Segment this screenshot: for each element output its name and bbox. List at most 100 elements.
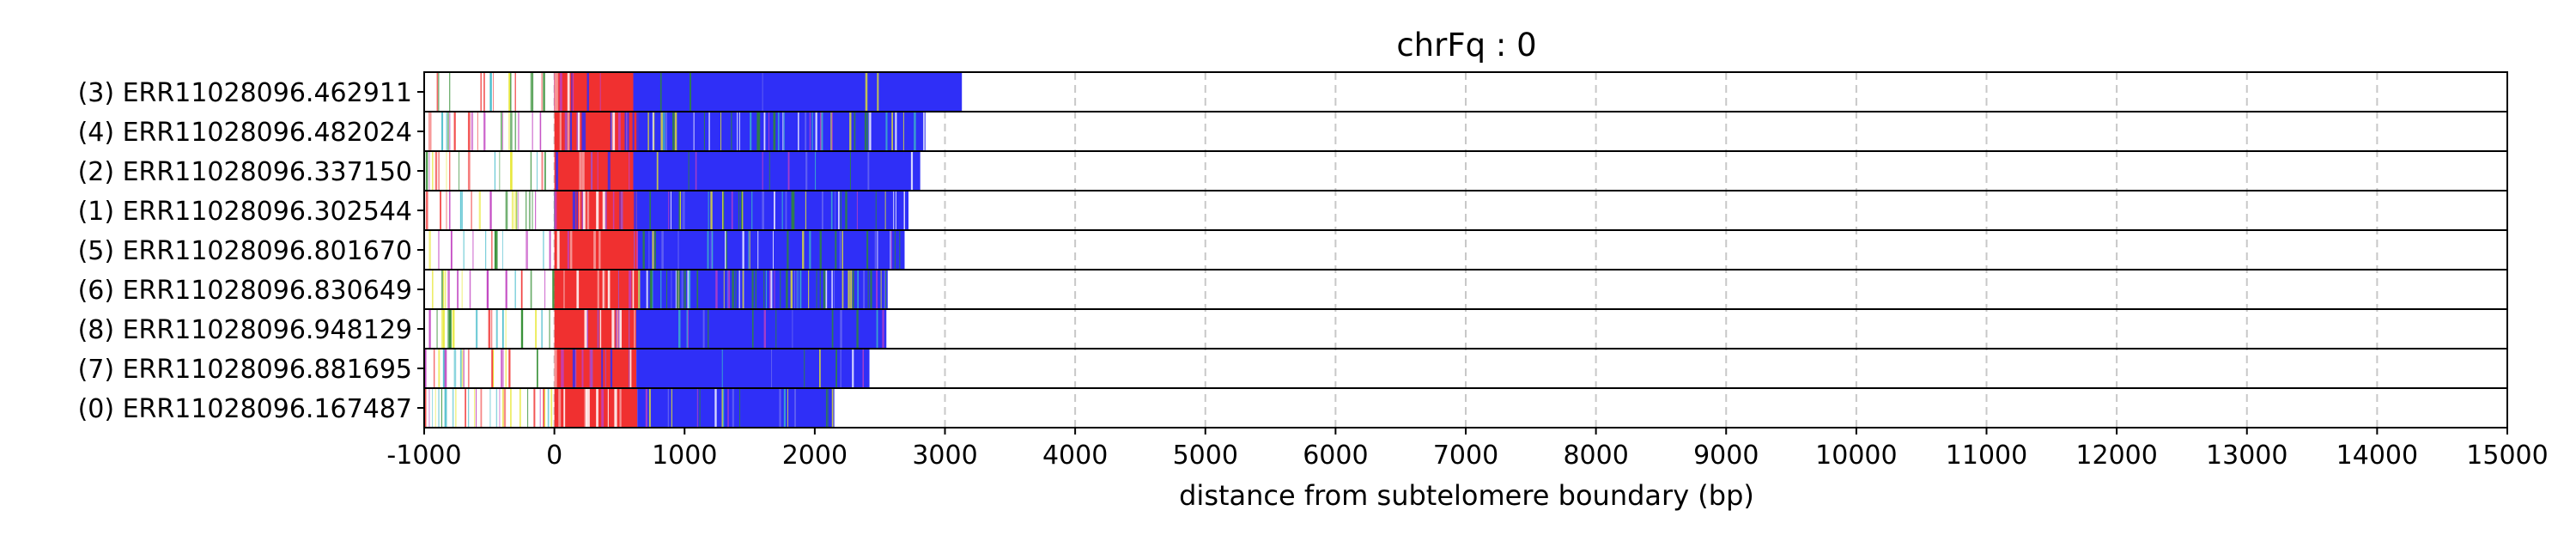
sequence-segment	[728, 270, 731, 308]
sequence-segment	[581, 112, 584, 150]
sequence-segment	[491, 350, 494, 387]
blue-segment	[636, 350, 870, 387]
sequence-segment	[581, 191, 584, 229]
sequence-segment	[805, 112, 807, 150]
read-labels: (3) ERR11028096.462911 (4) ERR11028096.48…	[78, 78, 424, 424]
sequence-segment	[742, 231, 744, 269]
x-tick-label: 2000	[782, 441, 848, 471]
sequence-segment	[742, 191, 744, 229]
sequence-segment	[438, 231, 440, 269]
sequence-segment	[586, 310, 588, 348]
read-label: (8) ERR11028096.948129	[78, 315, 412, 345]
sequence-segment	[543, 73, 545, 111]
sequence-segment	[501, 310, 504, 348]
sequence-segment	[820, 112, 823, 150]
sequence-segment	[586, 389, 590, 427]
sequence-segment	[444, 389, 447, 427]
sequence-segment	[537, 152, 538, 190]
x-tick-label: 4000	[1042, 441, 1108, 471]
sequence-segment	[708, 112, 710, 150]
read-label: (6) ERR11028096.830649	[78, 276, 412, 306]
sequence-segment	[774, 191, 775, 229]
sequence-segment	[726, 270, 729, 308]
sequence-segment	[619, 310, 623, 348]
sequence-segment	[434, 389, 436, 427]
sequence-segment	[634, 231, 635, 269]
sequence-segment	[899, 231, 901, 269]
blue-segment	[638, 231, 905, 269]
sequence-segment	[577, 112, 580, 150]
sequence-segment	[501, 389, 504, 427]
sequence-segment	[514, 112, 517, 150]
red-segment	[554, 231, 639, 269]
sequence-segment	[849, 152, 851, 190]
sequence-segment	[499, 389, 501, 427]
sequence-segment	[617, 112, 621, 150]
sequence-segment	[436, 310, 438, 348]
sequence-segment	[503, 389, 507, 427]
sequence-segment	[867, 152, 870, 190]
sequence-segment	[450, 231, 453, 269]
sequence-segment	[586, 389, 587, 427]
sequence-segment	[738, 270, 740, 308]
sequence-segment	[530, 73, 532, 111]
sequence-segment	[508, 112, 510, 150]
sequence-segment	[787, 389, 788, 427]
sequence-segment	[790, 270, 793, 308]
sequence-segment	[797, 270, 799, 308]
sequence-segment	[556, 350, 557, 387]
sequence-segment	[779, 389, 781, 427]
sequence-segment	[714, 389, 717, 427]
sequence-segment	[831, 270, 833, 308]
sequence-segment	[620, 191, 623, 229]
sequence-segment	[505, 191, 508, 229]
sequence-segment	[569, 112, 573, 150]
sequence-segment	[876, 270, 878, 308]
sequence-segment	[539, 112, 542, 150]
sequence-segment	[665, 112, 668, 150]
sequence-segment	[488, 310, 491, 348]
read-label: (1) ERR11028096.302544	[78, 197, 412, 227]
sequence-segment	[815, 152, 817, 190]
sequence-segment	[849, 112, 852, 150]
sequence-segment	[449, 191, 451, 229]
sequence-segment	[459, 350, 462, 387]
sequence-segment	[825, 389, 827, 427]
sequence-segment	[589, 350, 592, 387]
sequence-segment	[617, 310, 620, 348]
sequence-segment	[677, 270, 678, 308]
sequence-segment	[532, 73, 534, 111]
sequence-segment	[438, 389, 440, 427]
sequence-segment	[598, 231, 601, 269]
sequence-segment	[572, 191, 576, 229]
sequence-segment	[690, 73, 692, 111]
read-row	[423, 150, 2508, 191]
sequence-segment	[440, 191, 441, 229]
sequence-segment	[510, 389, 512, 427]
sequence-segment	[480, 73, 482, 111]
sequence-segment	[599, 73, 601, 111]
sequence-segment	[541, 152, 544, 190]
sequence-segment	[491, 310, 493, 348]
sequence-segment	[428, 310, 431, 348]
sequence-segment	[671, 389, 672, 427]
sequence-segment	[495, 231, 498, 269]
sequence-segment	[519, 389, 521, 427]
sequence-segment	[693, 112, 695, 150]
x-tick-label: 1000	[652, 441, 717, 471]
sequence-segment	[910, 152, 914, 190]
sequence-segment	[489, 389, 491, 427]
sequence-segment	[710, 231, 713, 269]
sequence-segment	[564, 112, 568, 150]
sequence-segment	[561, 350, 564, 387]
sequence-segment	[582, 112, 586, 150]
sequence-segment	[495, 310, 498, 348]
sequence-segment	[735, 270, 737, 308]
sequence-segment	[914, 112, 916, 150]
blue-segment	[635, 310, 887, 348]
sequence-segment	[732, 389, 734, 427]
sequence-segment	[683, 270, 685, 308]
sequence-segment	[493, 350, 495, 387]
sequence-segment	[520, 310, 524, 348]
